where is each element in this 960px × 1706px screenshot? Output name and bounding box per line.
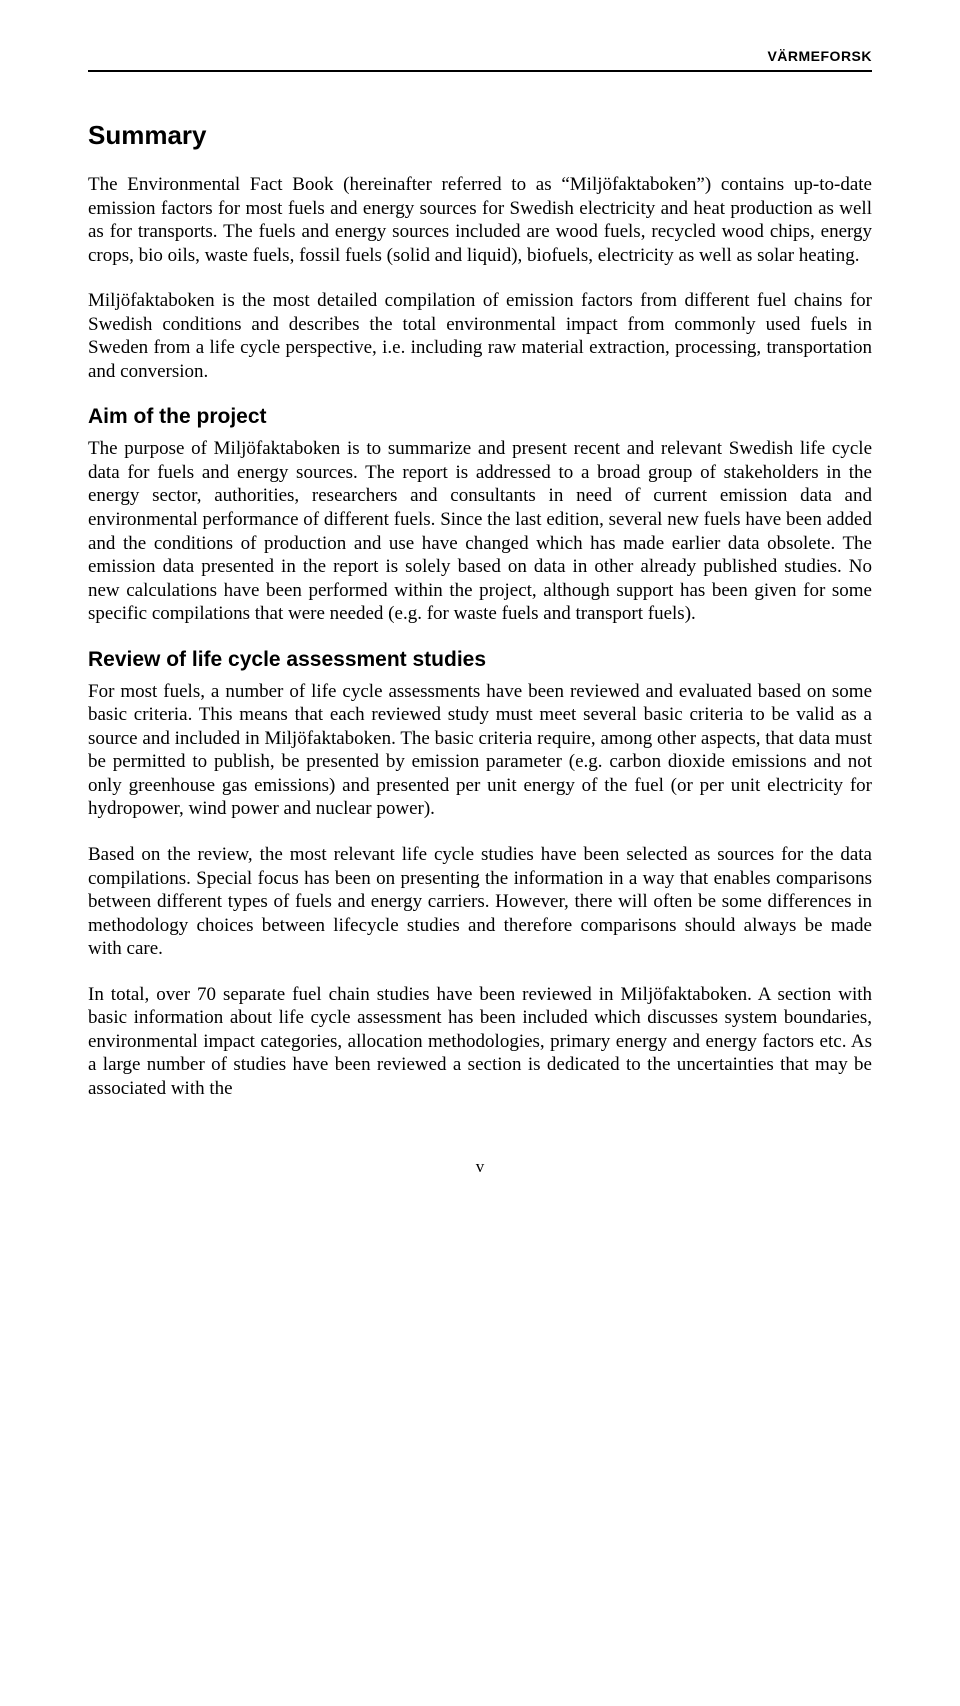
page-number: v	[88, 1157, 872, 1177]
review-body-2: Based on the review, the most relevant l…	[88, 843, 872, 961]
summary-paragraph-1: The Environmental Fact Book (hereinafter…	[88, 173, 872, 267]
section-heading-aim: Aim of the project	[88, 405, 872, 429]
page-title: Summary	[88, 120, 872, 151]
header-brand: VÄRMEFORSK	[88, 48, 872, 70]
section-heading-review: Review of life cycle assessment studies	[88, 648, 872, 672]
aim-body: The purpose of Miljöfaktaboken is to sum…	[88, 437, 872, 625]
review-body-3: In total, over 70 separate fuel chain st…	[88, 983, 872, 1101]
review-body-1: For most fuels, a number of life cycle a…	[88, 680, 872, 821]
summary-paragraph-2: Miljöfaktaboken is the most detailed com…	[88, 289, 872, 383]
header-rule	[88, 70, 872, 72]
